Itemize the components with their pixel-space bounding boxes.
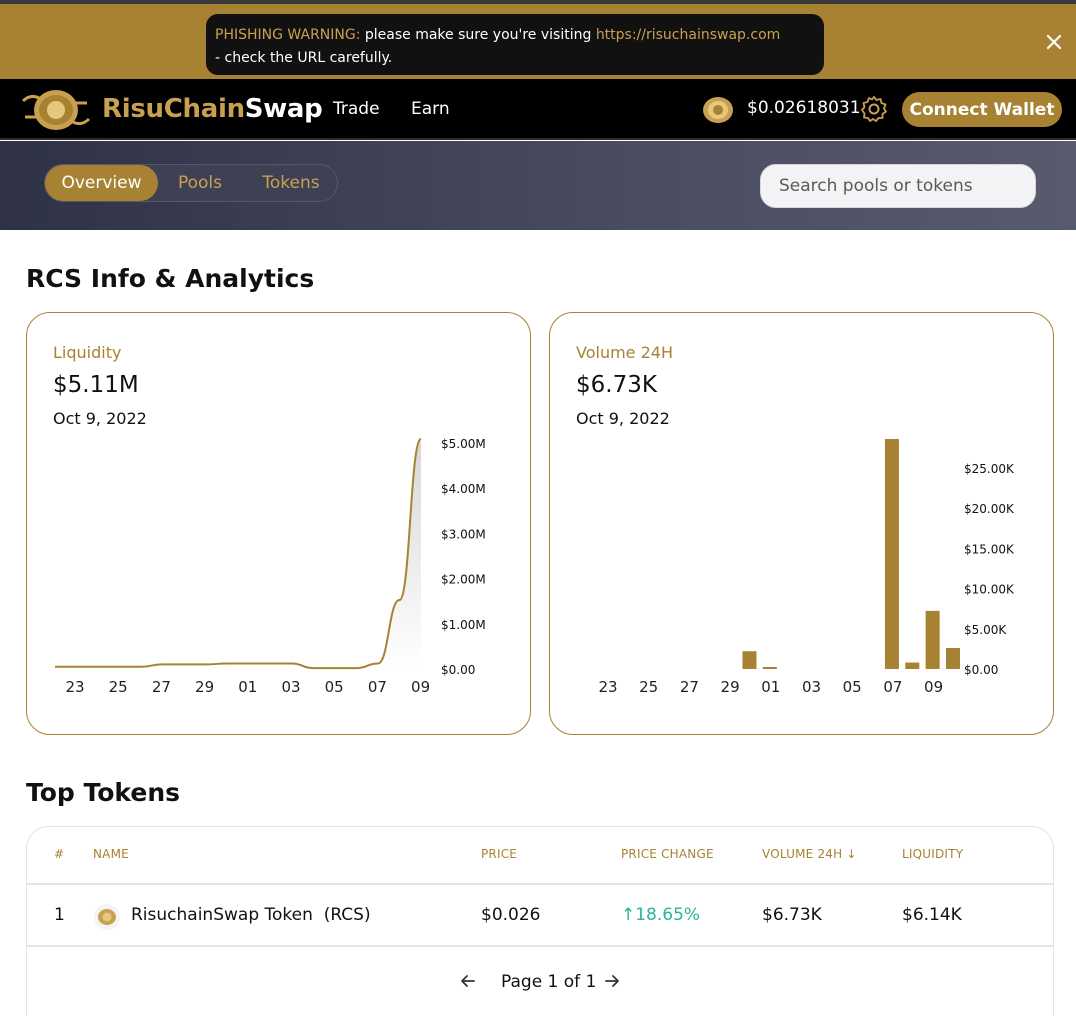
liquidity-area bbox=[55, 439, 421, 669]
x-tick-label: 25 bbox=[639, 678, 658, 696]
phishing-banner: PHISHING WARNING: please make sure you'r… bbox=[0, 0, 1076, 79]
x-tick-label: 29 bbox=[195, 678, 214, 696]
brand-name[interactable]: RisuChainSwap bbox=[102, 94, 323, 124]
page-indicator: Page 1 of 1 bbox=[501, 972, 597, 992]
header-rank: # bbox=[54, 847, 65, 861]
token-liquidity: $6.14K bbox=[902, 905, 962, 925]
volume-card: Volume 24H $6.73K Oct 9, 2022 $25.00K $20… bbox=[549, 312, 1054, 735]
header-liquidity[interactable]: LIQUIDITY bbox=[902, 847, 964, 861]
x-tick-label: 03 bbox=[281, 678, 300, 696]
tab-pools[interactable]: Pools bbox=[177, 173, 223, 193]
volume-bar[interactable] bbox=[925, 610, 940, 669]
volume-bar[interactable] bbox=[946, 648, 960, 669]
volume-bar[interactable] bbox=[905, 662, 920, 669]
x-tick-label: 09 bbox=[924, 678, 943, 696]
close-icon[interactable] bbox=[1044, 32, 1064, 52]
arrow-left-icon[interactable] bbox=[459, 972, 477, 990]
liquidity-label: Liquidity bbox=[53, 343, 122, 362]
liquidity-chart[interactable]: $5.00M $4.00M $3.00M $2.00M $1.00M $0.00 23 25 2… bbox=[27, 313, 532, 736]
y-tick-label: $15.00K bbox=[964, 542, 1015, 556]
y-tick-label: $2.00M bbox=[441, 573, 486, 587]
token-volume: $6.73K bbox=[762, 905, 822, 925]
x-tick-label: 05 bbox=[843, 678, 862, 696]
section-tabs: Overview Pools Tokens bbox=[44, 164, 338, 202]
x-tick-label: 07 bbox=[883, 678, 902, 696]
warning-label: PHISHING WARNING: bbox=[215, 27, 361, 43]
liquidity-date: Oct 9, 2022 bbox=[53, 409, 147, 428]
brand-part-1: RisuChain bbox=[102, 94, 245, 124]
top-tokens-title: Top Tokens bbox=[26, 778, 181, 807]
x-tick-label: 01 bbox=[761, 678, 780, 696]
top-tokens-table: # NAME PRICE PRICE CHANGE VOLUME 24H ↓ L… bbox=[26, 826, 1054, 1016]
token-price: $0.02618031 bbox=[747, 98, 861, 118]
token-price-change: ↑18.65% bbox=[621, 905, 701, 925]
nav-link-trade[interactable]: Trade bbox=[333, 99, 380, 119]
y-tick-label: $3.00M bbox=[441, 527, 486, 541]
divider bbox=[27, 945, 1053, 947]
y-tick-label: $25.00K bbox=[964, 462, 1015, 476]
x-tick-label: 03 bbox=[802, 678, 821, 696]
warning-text-2: - check the URL carefully. bbox=[215, 49, 393, 66]
header-price-change[interactable]: PRICE CHANGE bbox=[621, 847, 714, 861]
token-name-text: RisuchainSwap Token bbox=[131, 905, 313, 925]
row-rank: 1 bbox=[54, 905, 65, 925]
gear-icon[interactable] bbox=[860, 95, 888, 123]
y-tick-label: $5.00K bbox=[964, 623, 1007, 637]
brand-part-2: Swap bbox=[244, 94, 323, 124]
x-tick-label: 05 bbox=[325, 678, 344, 696]
y-tick-label: $0.00 bbox=[964, 663, 998, 677]
y-tick-label: $0.00 bbox=[441, 663, 475, 677]
logo-icon[interactable] bbox=[17, 87, 95, 133]
top-nav: RisuChainSwap Trade Earn $0.02618031 Con… bbox=[0, 79, 1076, 140]
token-price: $0.026 bbox=[481, 905, 541, 925]
token-icon bbox=[94, 904, 120, 930]
y-tick-label: $10.00K bbox=[964, 583, 1015, 597]
header-volume[interactable]: VOLUME 24H ↓ bbox=[762, 847, 857, 861]
liquidity-value: $5.11M bbox=[53, 372, 139, 398]
divider bbox=[27, 883, 1053, 885]
y-tick-label: $1.00M bbox=[441, 618, 486, 632]
x-tick-label: 23 bbox=[598, 678, 617, 696]
phishing-warning-box: PHISHING WARNING: please make sure you'r… bbox=[206, 14, 824, 75]
x-tick-label: 29 bbox=[721, 678, 740, 696]
x-tick-label: 23 bbox=[65, 678, 84, 696]
x-tick-label: 25 bbox=[109, 678, 128, 696]
warning-link[interactable]: https://risuchainswap.com bbox=[595, 27, 781, 43]
sub-header: Overview Pools Tokens bbox=[0, 141, 1076, 230]
liquidity-line bbox=[55, 438, 422, 670]
volume-label: Volume 24H bbox=[576, 343, 673, 362]
token-coin-icon bbox=[703, 97, 733, 123]
connect-wallet-button[interactable]: Connect Wallet bbox=[902, 92, 1062, 127]
x-tick-label: 27 bbox=[152, 678, 171, 696]
volume-bar[interactable] bbox=[762, 667, 777, 669]
volume-chart[interactable]: $25.00K $20.00K $15.00K $10.00K $5.00K $0.00 2… bbox=[550, 313, 1055, 736]
y-tick-label: $20.00K bbox=[964, 502, 1015, 516]
y-tick-label: $5.00M bbox=[441, 437, 486, 451]
warning-text: please make sure you're visiting bbox=[360, 27, 596, 43]
page-title: RCS Info & Analytics bbox=[26, 264, 315, 293]
token-name: RisuchainSwap Token (RCS) bbox=[131, 905, 371, 925]
volume-date: Oct 9, 2022 bbox=[576, 409, 670, 428]
y-tick-label: $4.00M bbox=[441, 482, 486, 496]
liquidity-card: Liquidity $5.11M Oct 9, 2022 $5.00M $4.00… bbox=[26, 312, 531, 735]
header-price[interactable]: PRICE bbox=[481, 847, 518, 861]
x-tick-label: 09 bbox=[411, 678, 430, 696]
nav-link-earn[interactable]: Earn bbox=[411, 99, 450, 119]
x-tick-label: 01 bbox=[238, 678, 257, 696]
pagination: Page 1 of 1 bbox=[27, 972, 1053, 992]
tab-overview[interactable]: Overview bbox=[45, 165, 158, 201]
token-symbol: (RCS) bbox=[323, 905, 371, 925]
volume-bar[interactable] bbox=[884, 439, 899, 669]
x-tick-label: 27 bbox=[680, 678, 699, 696]
volume-bar[interactable] bbox=[742, 651, 757, 669]
volume-value: $6.73K bbox=[576, 372, 657, 398]
arrow-right-icon[interactable] bbox=[603, 972, 621, 990]
search-input[interactable] bbox=[760, 164, 1036, 208]
header-name[interactable]: NAME bbox=[93, 847, 129, 861]
x-tick-label: 07 bbox=[368, 678, 387, 696]
tab-tokens[interactable]: Tokens bbox=[262, 173, 320, 193]
